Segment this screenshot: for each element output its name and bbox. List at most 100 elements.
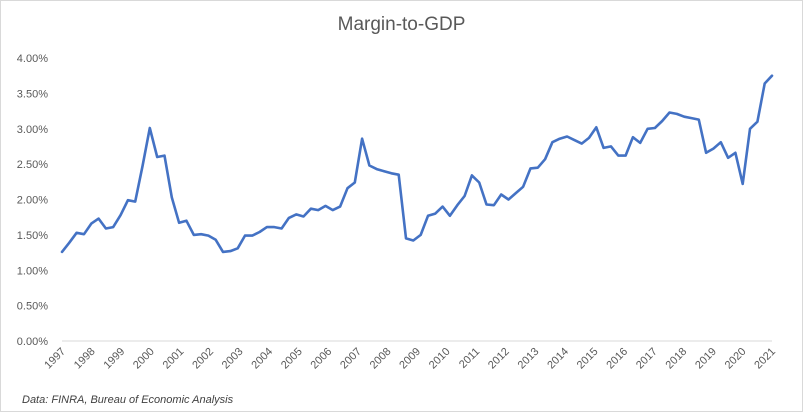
data-point <box>310 207 312 210</box>
data-point <box>712 147 715 150</box>
data-point <box>573 139 576 141</box>
data-point <box>207 234 210 237</box>
data-point <box>68 241 71 244</box>
y-tick-label: 3.00% <box>17 124 48 136</box>
x-tick-label: 2001 <box>161 346 187 372</box>
data-point <box>698 118 700 121</box>
data-point <box>719 141 722 143</box>
data-point <box>741 183 744 185</box>
data-point <box>763 82 766 85</box>
data-point <box>332 209 334 211</box>
data-point <box>105 227 107 230</box>
data-point <box>397 173 400 176</box>
data-point <box>324 205 327 207</box>
data-point <box>141 165 144 168</box>
data-point <box>493 204 495 206</box>
data-point <box>375 168 378 170</box>
x-tick-label: 2021 <box>752 346 778 372</box>
data-point <box>236 247 239 250</box>
x-tick-label: 2010 <box>427 346 453 372</box>
data-point <box>419 234 422 236</box>
data-source-note: Data: FINRA, Bureau of Economic Analysis <box>22 394 234 406</box>
data-point <box>361 137 363 140</box>
data-point <box>683 115 685 118</box>
y-tick-label: 0.50% <box>17 301 48 313</box>
data-point <box>368 164 371 167</box>
data-point <box>456 204 459 206</box>
data-point <box>449 214 451 217</box>
data-point <box>170 196 173 199</box>
data-point <box>690 117 693 119</box>
data-point <box>441 205 444 208</box>
data-point <box>156 156 158 158</box>
data-point <box>273 226 276 228</box>
x-tick-label: 2012 <box>486 346 512 372</box>
data-point <box>353 181 356 184</box>
data-point <box>258 231 261 233</box>
data-point <box>346 187 349 189</box>
data-point <box>580 142 583 145</box>
x-tick-label: 2013 <box>516 346 542 372</box>
x-tick-label: 2018 <box>664 346 690 372</box>
data-point <box>676 113 678 115</box>
x-tick-label: 2011 <box>457 346 482 371</box>
x-tick-label: 2008 <box>368 346 394 372</box>
data-point <box>200 233 202 235</box>
chart-title: Margin-to-GDP <box>337 14 466 35</box>
x-tick-label: 2006 <box>309 346 335 372</box>
data-point <box>471 174 473 177</box>
data-point <box>178 222 180 224</box>
y-tick-label: 2.50% <box>17 159 48 171</box>
data-point <box>185 219 188 222</box>
data-point <box>75 231 78 234</box>
x-tick-label: 2017 <box>634 346 660 372</box>
data-point <box>771 74 773 77</box>
y-tick-label: 1.00% <box>17 265 48 277</box>
data-point <box>266 226 268 228</box>
data-point <box>434 212 437 215</box>
data-point <box>734 152 737 154</box>
data-point <box>588 137 590 139</box>
data-point <box>192 234 195 236</box>
data-point <box>617 154 620 157</box>
data-point <box>222 251 224 253</box>
x-tick-label: 2015 <box>575 346 601 372</box>
x-tick-label: 2007 <box>338 346 364 372</box>
data-point <box>551 141 554 143</box>
data-point <box>507 198 510 201</box>
data-point <box>295 213 298 216</box>
data-point <box>134 200 136 203</box>
data-point <box>500 193 502 196</box>
x-tick-label: 1998 <box>72 346 98 372</box>
data-point <box>390 172 393 175</box>
y-tick-label: 4.00% <box>17 53 48 65</box>
data-point <box>463 195 466 197</box>
data-point <box>288 217 290 219</box>
x-tick-label: 2005 <box>279 346 305 372</box>
data-point <box>544 158 546 160</box>
data-point <box>756 120 759 123</box>
data-point <box>566 135 568 138</box>
data-point <box>646 127 649 130</box>
data-point <box>317 209 319 211</box>
data-point <box>127 199 129 202</box>
data-point <box>280 227 283 230</box>
data-point <box>536 166 539 169</box>
y-tick-label: 2.00% <box>17 195 48 207</box>
x-tick-label: 2014 <box>545 346 571 372</box>
data-point <box>668 111 671 114</box>
data-point <box>229 250 232 252</box>
x-tick-label: 2004 <box>249 346 275 372</box>
data-point <box>302 215 305 218</box>
data-point <box>639 142 642 144</box>
data-point <box>61 251 63 253</box>
data-point <box>112 226 115 228</box>
data-point <box>90 222 93 225</box>
data-point <box>405 237 407 240</box>
x-tick-label: 2002 <box>190 346 216 372</box>
data-point <box>632 136 634 139</box>
data-point <box>602 147 605 149</box>
data-point <box>705 152 707 154</box>
data-point <box>727 156 729 159</box>
